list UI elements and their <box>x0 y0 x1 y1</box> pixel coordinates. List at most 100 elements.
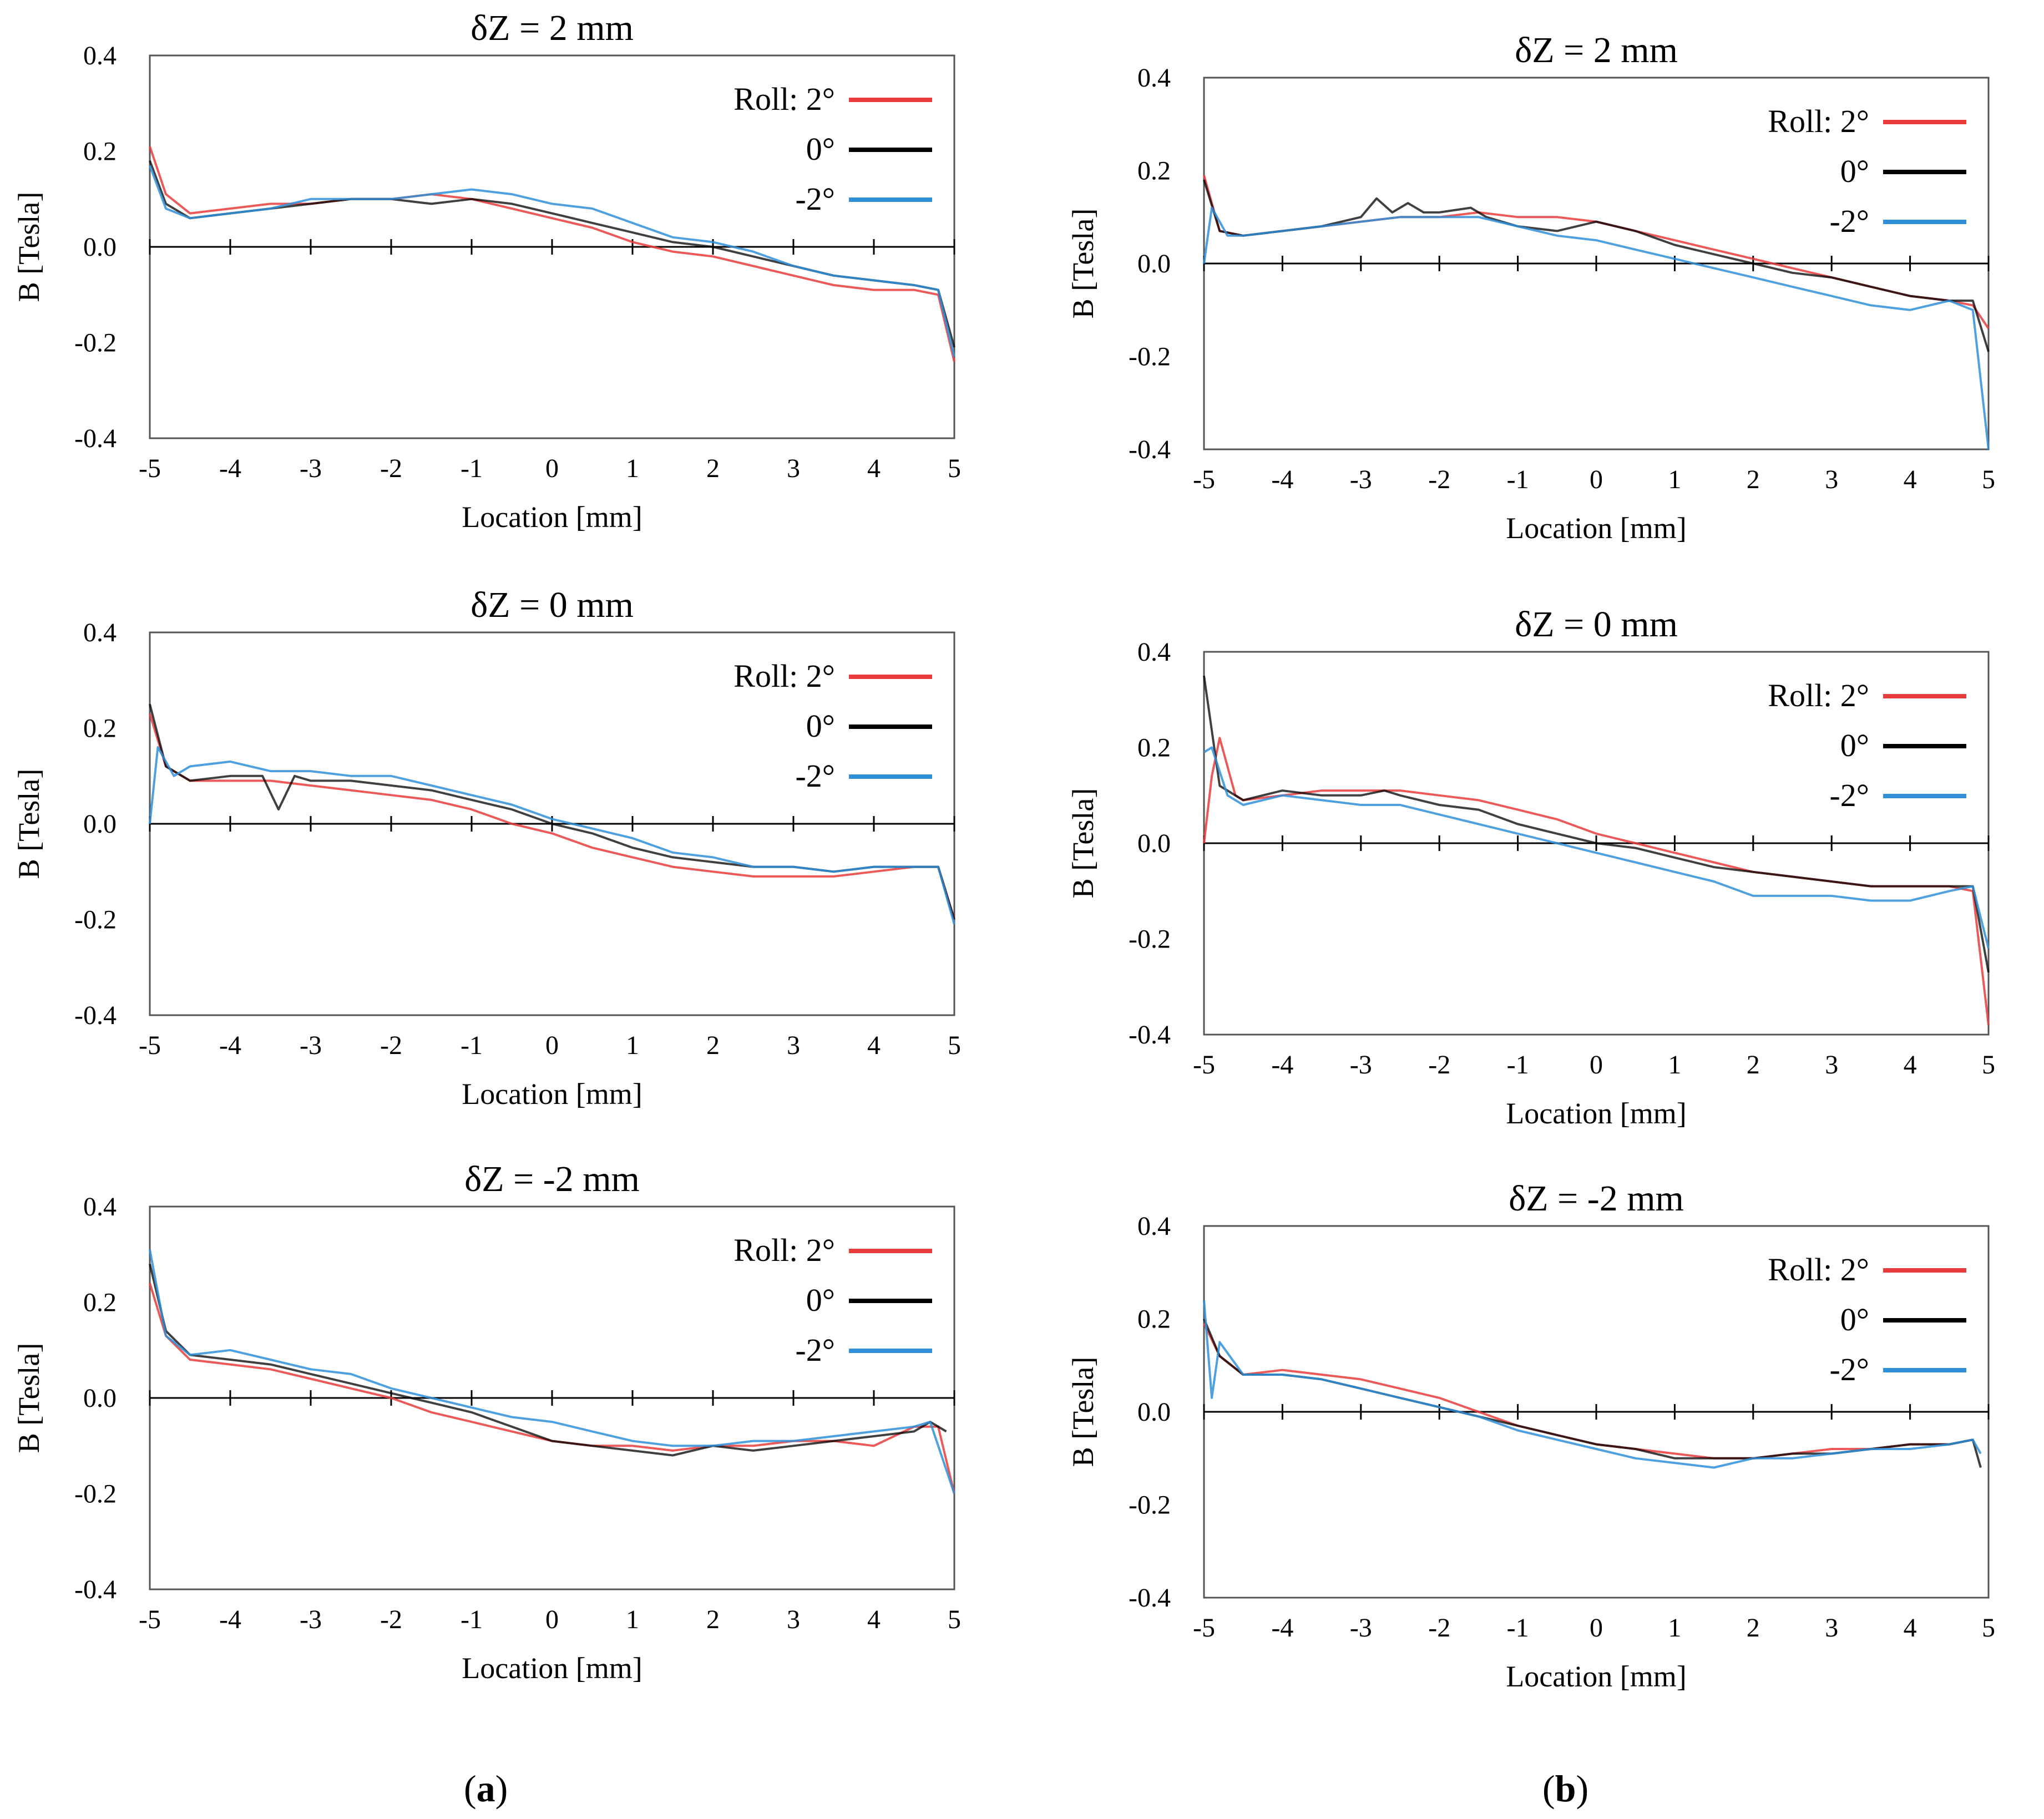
chart-a-dz-plus2-x-tick-label: 4 <box>867 454 881 483</box>
chart-a-dz-minus2-x-tick-label: 1 <box>626 1605 639 1634</box>
chart-b-dz-minus2-x-tick-label: -3 <box>1350 1613 1372 1643</box>
chart-b-dz-minus2-x-tick-label: 1 <box>1668 1613 1681 1643</box>
chart-a-dz-0-legend-label-roll-0: 0° <box>806 708 835 744</box>
chart-b-dz-0-y-tick-label: -0.4 <box>1129 1020 1171 1050</box>
chart-b-dz-plus2-svg: δZ = 2 mm -5 -4 -3 -2 -1 0 1 2 3 4 5 0.4 0.2 0.0 -0.2 -0… <box>1066 30 1995 545</box>
chart-b-dz-minus2-y-tick-label: 0.4 <box>1137 1212 1171 1241</box>
chart-a-dz-plus2-y-axis-label: B [Tesla] <box>12 192 45 302</box>
chart-a-dz-minus2-x-tick-label: 3 <box>787 1605 800 1634</box>
chart-b-dz-0-y-axis-label: B [Tesla] <box>1066 788 1100 899</box>
chart-a-dz-minus2-x-tick-label: 5 <box>948 1605 961 1634</box>
chart-b-dz-0-y-tick-label: 0.2 <box>1137 733 1171 763</box>
chart-a-dz-plus2: δZ = 2 mm -5 -4 -3 -2 -1 0 1 2 3 4 5 0.4 0.2 0.0 -0.2 -0… <box>0 0 1010 560</box>
chart-a-dz-0-x-tick-label: -5 <box>139 1031 161 1060</box>
chart-a-dz-0-series-roll-minus2 <box>149 746 955 925</box>
chart-b-dz-minus2-series-roll-minus2 <box>1203 1300 1982 1469</box>
chart-b-dz-minus2-series-roll-plus2 <box>1203 1323 1974 1460</box>
chart-b-dz-minus2-y-tick-label: 0.0 <box>1137 1397 1171 1427</box>
chart-b-dz-0-legend-label-roll-plus2: Roll: 2° <box>1768 677 1869 713</box>
chart-a-dz-plus2-legend-label-roll-0: 0° <box>806 131 835 167</box>
panel-label-b-close: ) <box>1576 1767 1589 1810</box>
chart-a-dz-plus2-x-tick-label: 1 <box>626 454 639 483</box>
chart-b-dz-plus2-x-tick-label: 3 <box>1825 465 1838 494</box>
chart-b-dz-minus2-x-tick-label: -5 <box>1193 1613 1215 1643</box>
chart-a-dz-plus2-y-tick-label: -0.4 <box>74 424 117 453</box>
chart-a-dz-minus2-series-roll-0 <box>149 1264 947 1457</box>
chart-a-dz-minus2-x-tick-label: -3 <box>300 1605 322 1634</box>
chart-a-dz-plus2-title: δZ = 2 mm <box>470 8 634 48</box>
chart-a-dz-minus2-y-tick-label: -0.2 <box>74 1479 117 1509</box>
chart-b-dz-plus2-y-tick-label: 0.2 <box>1137 156 1171 186</box>
chart-b-dz-0-svg: δZ = 0 mm -5 -4 -3 -2 -1 0 1 2 3 4 5 0.4 0.2 0.0 -0.2 -0… <box>1066 604 1995 1130</box>
chart-b-dz-0-y-tick-label: 0.0 <box>1137 829 1171 858</box>
chart-b-dz-0-x-tick-label: -4 <box>1271 1050 1293 1080</box>
chart-a-dz-plus2-series-roll-minus2 <box>149 165 955 357</box>
chart-a-dz-minus2-legend-label-roll-minus2: -2° <box>795 1332 835 1368</box>
chart-a-dz-0-legend-label-roll-plus2: Roll: 2° <box>733 658 835 694</box>
chart-a-dz-minus2-x-tick-label: -1 <box>461 1605 483 1634</box>
chart-a-dz-0-y-tick-label: 0.0 <box>83 809 117 839</box>
chart-b-dz-0-y-tick-label: -0.2 <box>1129 925 1171 954</box>
chart-a-dz-plus2-legend-label-roll-minus2: -2° <box>795 181 835 217</box>
chart-a-dz-0-x-axis-label: Location [mm] <box>462 1077 642 1111</box>
chart-a-dz-plus2-svg: δZ = 2 mm -5 -4 -3 -2 -1 0 1 2 3 4 5 0.4 0.2 0.0 -0.2 -0… <box>12 8 961 534</box>
chart-b-dz-minus2-x-axis-label: Location [mm] <box>1506 1660 1686 1693</box>
chart-a-dz-0-x-tick-label: 1 <box>626 1031 639 1060</box>
chart-b-dz-0-legend-label-roll-minus2: -2° <box>1829 777 1869 813</box>
chart-a-dz-plus2-x-tick-label: -5 <box>139 454 161 483</box>
chart-b-dz-plus2: δZ = 2 mm -5 -4 -3 -2 -1 0 1 2 3 4 5 0.4 0.2 0.0 -0.2 -0… <box>1054 22 2044 571</box>
panel-label-a-close: ) <box>495 1767 508 1810</box>
panel-label-b-open: ( <box>1542 1767 1555 1810</box>
chart-b-dz-0: δZ = 0 mm -5 -4 -3 -2 -1 0 1 2 3 4 5 0.4 0.2 0.0 -0.2 -0… <box>1054 596 2044 1157</box>
chart-b-dz-plus2-x-tick-label: 1 <box>1668 465 1681 494</box>
chart-a-dz-0: δZ = 0 mm -5 -4 -3 -2 -1 0 1 2 3 4 5 0.4 0.2 0.0 -0.2 -0… <box>0 577 1010 1137</box>
chart-a-dz-minus2-x-tick-label: 2 <box>706 1605 720 1634</box>
chart-b-dz-0-x-tick-label: -1 <box>1507 1050 1529 1080</box>
panel-label-a-open: ( <box>464 1767 477 1810</box>
chart-b-dz-minus2-svg: δZ = -2 mm -5 -4 -3 -2 -1 0 1 2 3 4 5 0.4 0.2 0.0 -0.2 -… <box>1066 1178 1995 1693</box>
chart-b-dz-plus2-x-tick-label: -2 <box>1428 465 1450 494</box>
chart-a-dz-0-y-tick-label: 0.2 <box>83 714 117 743</box>
chart-a-dz-plus2-x-tick-label: 5 <box>948 454 961 483</box>
chart-b-dz-0-x-tick-label: 3 <box>1825 1050 1838 1080</box>
chart-a-dz-minus2-y-tick-label: -0.4 <box>74 1575 117 1604</box>
chart-b-dz-minus2-x-tick-label: 3 <box>1825 1613 1838 1643</box>
chart-b-dz-plus2-y-tick-label: 0.4 <box>1137 63 1171 93</box>
chart-b-dz-plus2-x-tick-label: 4 <box>1904 465 1917 494</box>
chart-a-dz-plus2-series-roll-plus2 <box>149 146 955 362</box>
panel-label-a: (a) <box>464 1767 508 1811</box>
chart-a-dz-0-x-tick-label: 3 <box>787 1031 800 1060</box>
chart-a-dz-0-svg: δZ = 0 mm -5 -4 -3 -2 -1 0 1 2 3 4 5 0.4 0.2 0.0 -0.2 -0… <box>12 585 961 1111</box>
chart-b-dz-plus2-x-tick-label: -4 <box>1271 465 1293 494</box>
chart-a-dz-minus2-legend-label-roll-plus2: Roll: 2° <box>733 1232 835 1268</box>
chart-a-dz-plus2-x-tick-label: 3 <box>787 454 800 483</box>
chart-a-dz-0-x-tick-label: 4 <box>867 1031 881 1060</box>
chart-b-dz-minus2-y-tick-label: -0.2 <box>1129 1491 1171 1520</box>
chart-b-dz-0-y-tick-label: 0.4 <box>1137 637 1171 667</box>
panel-label-b: (b) <box>1542 1767 1588 1811</box>
chart-a-dz-minus2-svg: δZ = -2 mm -5 -4 -3 -2 -1 0 1 2 3 4 5 0.4 0.2 0.0 -0.2 -… <box>12 1159 961 1685</box>
chart-b-dz-minus2-x-tick-label: -1 <box>1507 1613 1529 1643</box>
chart-a-dz-0-x-tick-label: -3 <box>300 1031 322 1060</box>
chart-a-dz-minus2-y-axis-label: B [Tesla] <box>12 1343 45 1453</box>
chart-b-dz-minus2-x-tick-label: 4 <box>1904 1613 1917 1643</box>
panel-label-a-text: a <box>476 1767 495 1810</box>
chart-b-dz-0-x-tick-label: -5 <box>1193 1050 1215 1080</box>
chart-a-dz-0-y-tick-label: 0.4 <box>83 618 117 647</box>
chart-a-dz-0-x-tick-label: -4 <box>219 1031 241 1060</box>
chart-a-dz-0-x-tick-label: 2 <box>706 1031 720 1060</box>
chart-a-dz-minus2-x-tick-label: -4 <box>219 1605 241 1634</box>
chart-a-dz-plus2-x-tick-label: 2 <box>706 454 720 483</box>
chart-a-dz-plus2-x-tick-label: -3 <box>300 454 322 483</box>
chart-a-dz-minus2-x-tick-label: 0 <box>545 1605 559 1634</box>
chart-a-dz-0-x-tick-label: -1 <box>461 1031 483 1060</box>
chart-b-dz-0-x-tick-label: -2 <box>1428 1050 1450 1080</box>
chart-a-dz-0-y-tick-label: -0.2 <box>74 905 117 935</box>
chart-a-dz-0-x-tick-label: -2 <box>380 1031 402 1060</box>
chart-a-dz-0-series-roll-plus2 <box>149 713 955 920</box>
chart-b-dz-minus2: δZ = -2 mm -5 -4 -3 -2 -1 0 1 2 3 4 5 0.4 0.2 0.0 -0.2 -… <box>1054 1171 2044 1720</box>
chart-a-dz-0-legend-label-roll-minus2: -2° <box>795 758 835 794</box>
chart-b-dz-minus2-legend-label-roll-0: 0° <box>1840 1301 1869 1337</box>
chart-b-dz-plus2-title: δZ = 2 mm <box>1515 30 1678 70</box>
chart-a-dz-plus2-x-tick-label: -2 <box>380 454 402 483</box>
